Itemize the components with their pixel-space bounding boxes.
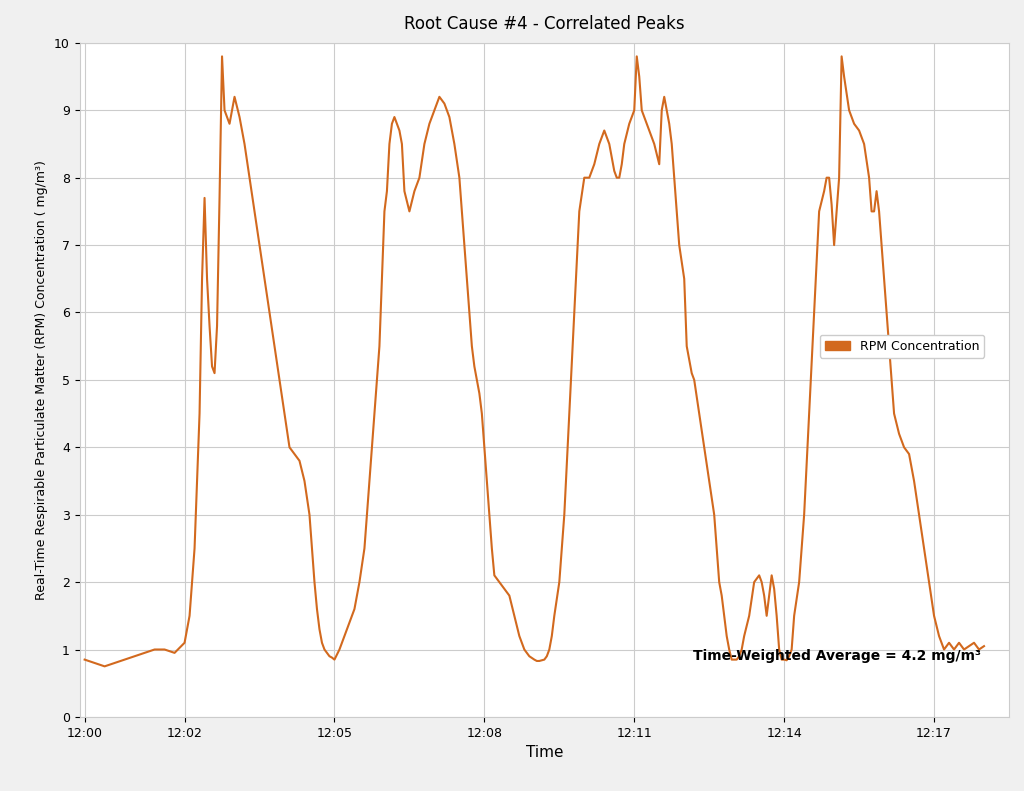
Legend: RPM Concentration: RPM Concentration [819,335,984,358]
RPM Concentration [568,308,581,317]
Title: Root Cause #4 - Correlated Peaks: Root Cause #4 - Correlated Peaks [404,15,685,33]
Y-axis label: Real-Time Respirable Particulate Matter (RPM) Concentration ( mg/m³): Real-Time Respirable Particulate Matter … [36,160,48,600]
RPM Concentration [98,661,111,671]
RPM Concentration [878,274,890,283]
RPM Concentration [664,119,676,128]
RPM Concentration [660,105,673,115]
RPM Concentration [216,51,228,61]
RPM Concentration [978,642,990,651]
RPM Concentration [79,655,91,664]
RPM Concentration [293,456,305,466]
Line: RPM Concentration: RPM Concentration [85,56,984,666]
X-axis label: Time: Time [525,745,563,760]
Text: Time-Weighted Average = 4.2 mg/m³: Time-Weighted Average = 4.2 mg/m³ [693,649,981,663]
RPM Concentration [378,206,390,216]
